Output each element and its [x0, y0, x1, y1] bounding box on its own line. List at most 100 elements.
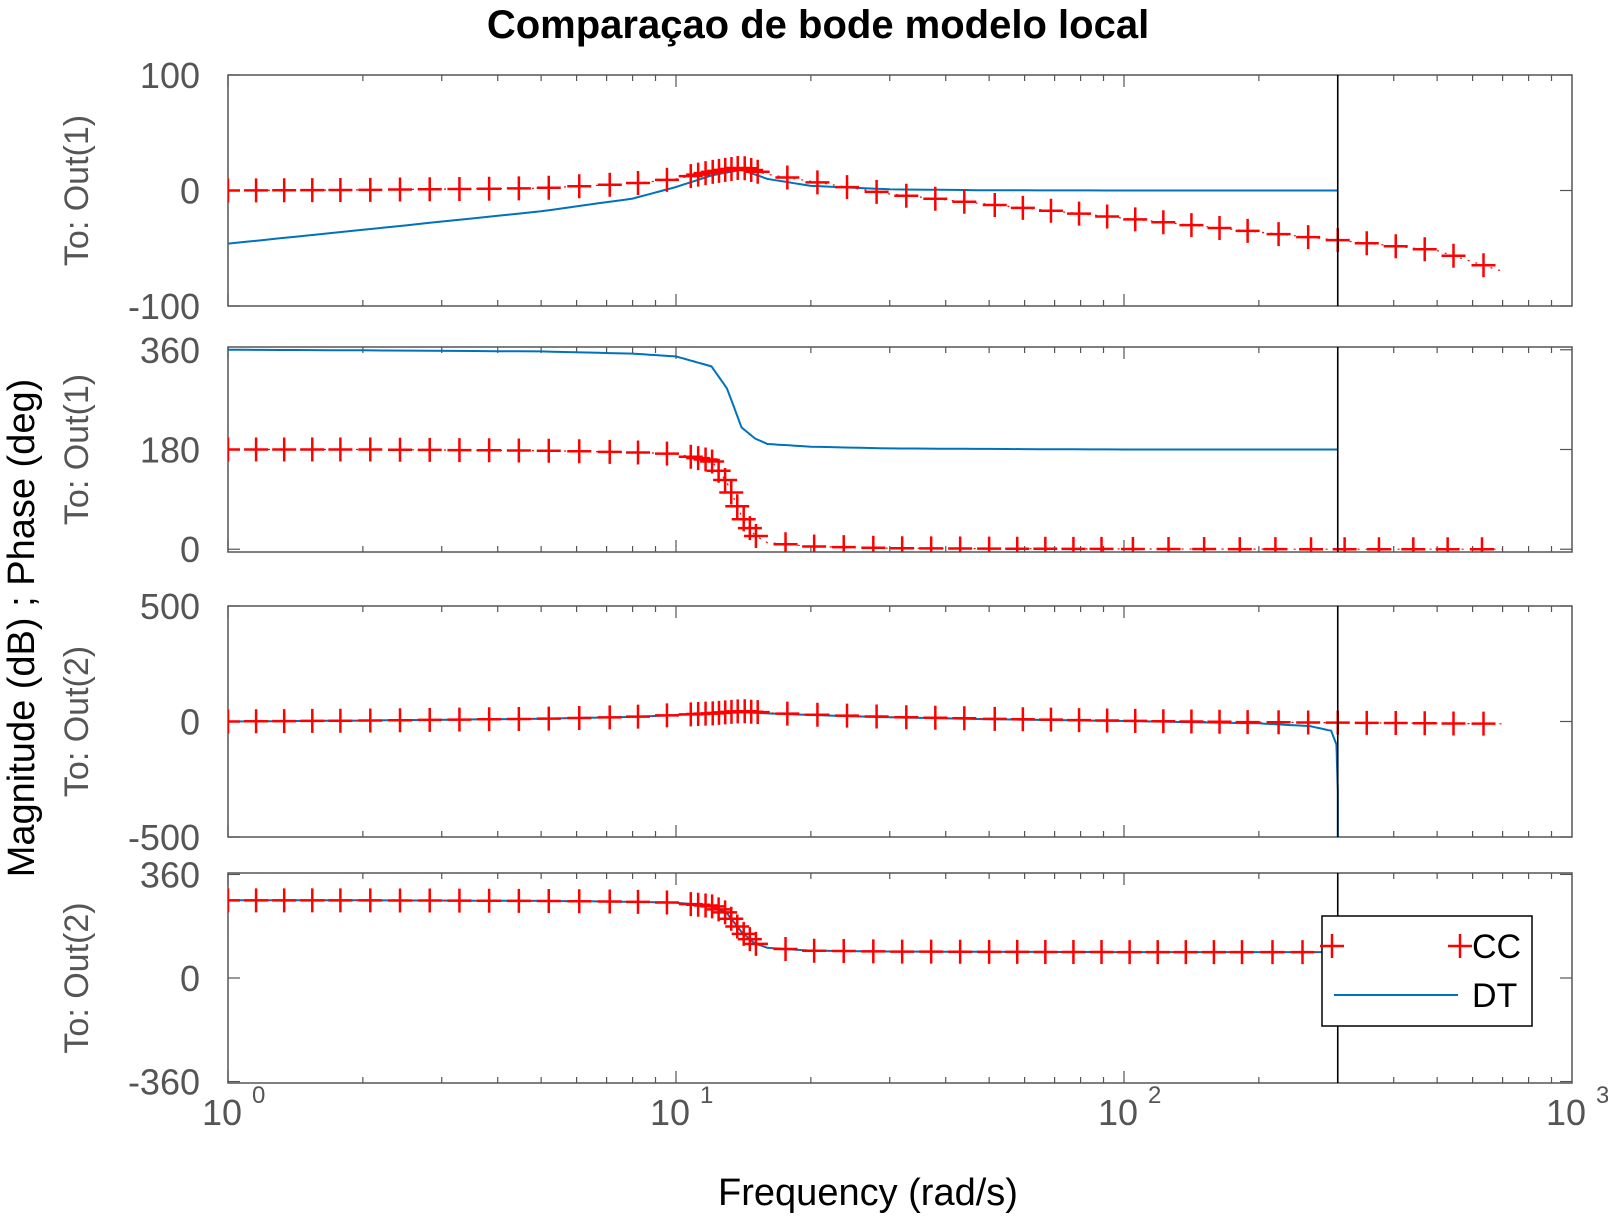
series-cc-marker	[626, 704, 651, 729]
series-cc-marker	[506, 438, 531, 463]
series-cc-marker	[1290, 940, 1315, 965]
y-tick-label: 0	[180, 529, 200, 570]
x-tick-exponent: 0	[252, 1082, 265, 1109]
series-cc-marker	[1207, 709, 1232, 734]
y-tick-label: 100	[140, 55, 200, 96]
series-cc-marker	[300, 437, 325, 462]
series-cc-marker	[802, 938, 827, 963]
series-cc-marker	[1235, 218, 1260, 243]
x-tick-label: 10	[202, 1092, 242, 1133]
series-cc-marker	[272, 709, 297, 734]
series-cc-marker	[982, 706, 1007, 731]
series-cc-marker	[1010, 195, 1035, 220]
series-cc-marker	[923, 186, 948, 211]
series-cc-marker	[358, 437, 383, 462]
series-cc-marker	[300, 708, 325, 733]
series-cc-marker	[713, 900, 738, 925]
legend-cc-label: CC	[1472, 928, 1521, 966]
x-tick-label: 10	[650, 1092, 690, 1133]
series-cc-marker	[244, 437, 269, 462]
series-cc-marker	[706, 897, 731, 922]
series-cc-marker	[654, 441, 679, 466]
series-cc-marker	[506, 888, 531, 913]
y-tick-label: 500	[140, 586, 200, 627]
series-dt-line	[228, 168, 1338, 245]
series-cc-marker	[447, 176, 472, 201]
series-cc-marker	[1061, 940, 1086, 965]
series-cc-marker	[775, 165, 800, 190]
series-cc-marker	[1179, 213, 1204, 238]
series-cc-marker	[805, 702, 830, 727]
panel-2: 360 180 0 To: Out(1)	[58, 330, 1573, 570]
series-cc-marker	[952, 706, 977, 731]
y-axis-label: Magnitude (dB) ; Phase (deg)	[1, 379, 43, 878]
series-cc-marker	[272, 178, 297, 203]
series-cc-marker	[328, 437, 353, 462]
series-cc-marker	[567, 705, 592, 730]
series-cc-marker	[506, 176, 531, 201]
series-cc-marker	[388, 708, 413, 733]
series-cc-marker	[1005, 536, 1030, 552]
series-cc-marker	[417, 888, 442, 913]
series-cc-marker	[1033, 939, 1058, 964]
series-cc-marker	[1089, 940, 1114, 965]
series-cc-marker	[1441, 243, 1466, 268]
series-cc-marker	[1470, 537, 1494, 552]
series-cc-marker	[948, 536, 973, 552]
x-tick-label: 10	[1546, 1092, 1586, 1133]
series-cc-marker	[890, 939, 915, 964]
series-cc-marker	[700, 894, 725, 919]
series-cc-marker	[536, 706, 561, 731]
series-cc-marker	[358, 708, 383, 733]
series-cc-marker	[328, 708, 353, 733]
series-cc-marker	[228, 709, 240, 734]
series-cc-marker	[1266, 222, 1291, 247]
series-cc-marker	[831, 939, 856, 964]
series-cc-marker	[1156, 537, 1181, 552]
series-cc-marker	[1471, 253, 1496, 278]
series-cc-marker	[775, 701, 800, 726]
chart-title: Comparaçao de bode modelo local	[487, 3, 1149, 47]
panel-y-label: To: Out(1)	[58, 374, 96, 525]
series-cc-marker	[447, 707, 472, 732]
series-cc-marker	[831, 535, 856, 552]
series-cc-marker	[567, 174, 592, 199]
series-cc-marker	[228, 178, 240, 203]
legend: CC DT	[1320, 915, 1533, 1027]
series-cc-marker	[477, 888, 502, 913]
series-cc-marker	[536, 438, 561, 463]
series-cc-marker	[737, 927, 762, 952]
y-tick-label: -360	[128, 1062, 200, 1103]
series-cc-marker	[1067, 708, 1092, 733]
series-cc-marker	[300, 888, 325, 913]
series-cc-marker	[1471, 711, 1496, 736]
series-cc-marker	[1061, 536, 1086, 552]
series-cc-marker	[773, 936, 798, 961]
x-tick-exponent: 2	[1148, 1082, 1161, 1109]
series-cc-marker	[272, 888, 297, 913]
series-cc-marker	[1173, 940, 1198, 965]
series-cc-marker	[719, 480, 744, 505]
series-cc-marker	[1354, 231, 1379, 256]
y-tick-label: 180	[140, 430, 200, 471]
series-cc-marker	[743, 523, 768, 548]
series-cc-marker	[745, 700, 770, 725]
series-cc-marker	[919, 536, 944, 552]
series-cc-marker	[536, 175, 561, 200]
series-cc-marker	[1089, 536, 1114, 552]
legend-dt-label: DT	[1472, 977, 1517, 1015]
series-cc-marker	[1010, 707, 1035, 732]
series-cc-marker	[506, 706, 531, 731]
series-cc-marker	[597, 705, 622, 730]
series-cc-marker	[894, 183, 919, 208]
series-cc-marker	[977, 939, 1002, 964]
series-cc-marker	[743, 931, 768, 956]
legend-cc-marker	[1320, 934, 1472, 958]
y-tick-label: 0	[180, 702, 200, 743]
series-cc-marker	[272, 437, 297, 462]
series-cc-marker	[1038, 707, 1063, 732]
series-cc-marker	[982, 192, 1007, 217]
y-tick-label: 360	[140, 330, 200, 371]
series-cc-marker	[1296, 225, 1321, 250]
series-cc-marker	[1332, 537, 1357, 552]
